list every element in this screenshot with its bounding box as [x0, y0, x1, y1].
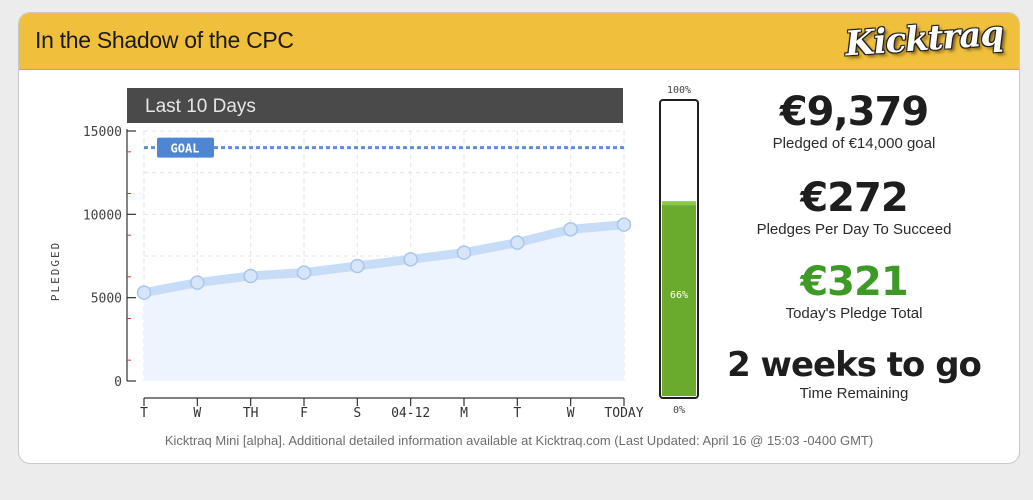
- chart-title: Last 10 Days: [145, 96, 256, 117]
- x-tick-label: M: [460, 406, 468, 421]
- progress-mid-label: 66%: [670, 290, 688, 301]
- y-tick-label: 10000: [83, 208, 122, 223]
- pledge-line: [139, 220, 629, 298]
- kicktraq-widget: In the Shadow of the CPC Kicktraq Last 1…: [18, 12, 1020, 464]
- progress-bottom-label: 0%: [673, 405, 685, 416]
- data-point: [403, 252, 418, 267]
- data-point: [563, 222, 578, 237]
- x-tick-label: TH: [243, 406, 259, 421]
- pledge-chart: Last 10 Days GOAL 0 5000 10000 15000 PLEDGED T W…: [49, 85, 699, 421]
- time-remaining-value: 2 weeks to go: [727, 345, 982, 385]
- data-point: [136, 285, 152, 300]
- x-tick-label: F: [300, 406, 308, 421]
- per-day-label: Pledges Per Day To Succeed: [756, 221, 952, 238]
- time-remaining-label: Time Remaining: [799, 385, 909, 402]
- progress-top-label: 100%: [667, 85, 691, 96]
- pledge-area: [144, 224, 624, 381]
- footer-note: Kicktraq Mini [alpha]. Additional detail…: [164, 433, 874, 448]
- widget-header: In the Shadow of the CPC Kicktraq: [19, 13, 1019, 70]
- x-tick-label: W: [193, 406, 201, 421]
- progress-fill-highlight: [662, 201, 696, 206]
- x-tick-label: S: [353, 406, 361, 421]
- data-point: [456, 245, 472, 260]
- today-amount: €321: [800, 259, 908, 305]
- stat-per-day: €272 Pledges Per Day To Succeed: [719, 175, 989, 238]
- chart-title-bar: [127, 88, 623, 123]
- x-tick-label: T: [513, 406, 521, 421]
- today-label: Today's Pledge Total: [785, 305, 923, 322]
- project-title: In the Shadow of the CPC: [35, 27, 294, 53]
- y-axis-label: PLEDGED: [49, 241, 62, 301]
- data-point: [243, 268, 258, 284]
- goal-label: GOAL: [171, 142, 200, 156]
- goal-badge: [157, 137, 214, 158]
- stat-time: 2 weeks to go Time Remaining: [719, 345, 989, 402]
- data-point: [510, 235, 525, 250]
- pledged-amount: €9,379: [779, 89, 929, 135]
- per-day-amount: €272: [800, 175, 908, 221]
- x-tick-label: T: [140, 406, 148, 421]
- y-tick-label: 0: [114, 375, 122, 390]
- stat-pledged: €9,379 Pledged of €14,000 goal: [719, 89, 989, 152]
- progress-fill: [662, 201, 696, 396]
- data-point: [616, 217, 632, 232]
- data-point: [350, 258, 365, 274]
- data-point: [296, 265, 312, 280]
- x-tick-label: W: [567, 406, 575, 421]
- y-tick-label: 5000: [91, 292, 122, 307]
- data-point: [190, 275, 205, 290]
- y-tick-label: 15000: [83, 125, 122, 140]
- x-tick-label: TODAY: [604, 406, 643, 421]
- stat-today: €321 Today's Pledge Total: [719, 259, 989, 322]
- x-tick-label: 04-12: [391, 406, 430, 421]
- pledged-label: Pledged of €14,000 goal: [772, 135, 936, 152]
